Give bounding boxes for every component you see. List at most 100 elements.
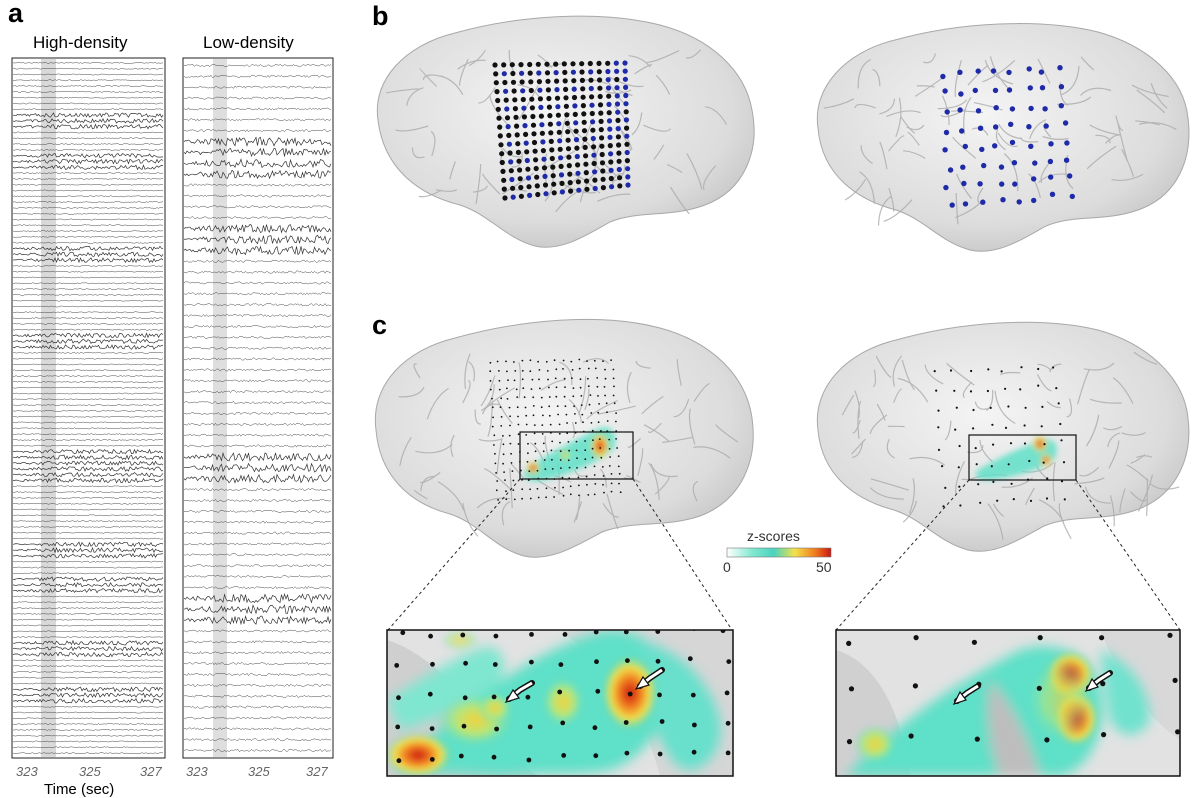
electrode bbox=[597, 77, 603, 83]
eeg-trace bbox=[12, 740, 164, 743]
electrode bbox=[623, 630, 629, 635]
electrode bbox=[527, 452, 529, 455]
electrode bbox=[558, 155, 564, 161]
electrode bbox=[594, 782, 599, 787]
electrode bbox=[506, 132, 512, 138]
electrode bbox=[505, 124, 511, 130]
electrode bbox=[558, 423, 561, 426]
electrode bbox=[580, 395, 583, 397]
electrode bbox=[1045, 497, 1049, 500]
electrode bbox=[617, 455, 620, 458]
eeg-trace bbox=[12, 723, 164, 725]
electrode bbox=[502, 79, 508, 86]
eeg-trace bbox=[12, 576, 164, 582]
eeg-trace bbox=[12, 460, 164, 466]
eeg-trace bbox=[12, 276, 164, 279]
low-density-traces bbox=[183, 64, 332, 753]
electrode bbox=[514, 370, 517, 372]
electrode bbox=[512, 489, 515, 491]
eeg-trace bbox=[12, 131, 164, 134]
electrode bbox=[606, 101, 612, 107]
electrode bbox=[1099, 635, 1105, 641]
electrode bbox=[595, 688, 601, 694]
electrode bbox=[527, 192, 533, 198]
electrode bbox=[599, 135, 605, 141]
electrode bbox=[961, 180, 967, 187]
electrode bbox=[551, 458, 553, 461]
electrode bbox=[992, 87, 999, 94]
electrode bbox=[998, 164, 1005, 170]
electrode bbox=[498, 379, 501, 382]
electrode bbox=[1043, 443, 1046, 446]
electrode bbox=[958, 485, 961, 488]
electrode bbox=[1062, 120, 1069, 126]
electrode bbox=[1028, 143, 1034, 149]
electrode bbox=[959, 128, 965, 134]
eeg-trace bbox=[12, 85, 164, 87]
brain-b-left bbox=[376, 15, 755, 248]
electrode bbox=[587, 494, 590, 496]
electrode bbox=[518, 193, 525, 199]
electrode bbox=[942, 88, 948, 94]
electrode bbox=[521, 369, 524, 372]
electrode bbox=[548, 405, 551, 408]
electrode bbox=[579, 77, 586, 83]
electrode bbox=[524, 157, 530, 164]
eeg-trace bbox=[12, 236, 164, 238]
electrode bbox=[545, 360, 548, 363]
electrode bbox=[993, 124, 999, 130]
electrode bbox=[1046, 477, 1049, 480]
electrode bbox=[605, 68, 611, 75]
electrode bbox=[527, 442, 529, 445]
electrode bbox=[980, 199, 986, 205]
electrode bbox=[610, 473, 613, 475]
eeg-trace bbox=[183, 335, 332, 339]
electrode bbox=[522, 387, 525, 390]
electrode bbox=[590, 127, 596, 133]
electrode bbox=[555, 104, 561, 110]
electrode bbox=[593, 465, 596, 468]
electrode bbox=[492, 785, 497, 790]
electrode bbox=[557, 689, 563, 695]
electrode bbox=[576, 457, 578, 460]
electrode bbox=[971, 639, 978, 645]
electrode bbox=[977, 125, 984, 131]
electrode bbox=[657, 692, 662, 698]
electrode bbox=[534, 183, 540, 189]
electrode bbox=[551, 190, 557, 196]
electrode bbox=[908, 733, 914, 739]
electrode bbox=[529, 105, 536, 111]
electrode bbox=[529, 370, 532, 373]
electrode bbox=[617, 175, 623, 181]
electrode bbox=[1026, 66, 1032, 72]
electrode bbox=[429, 757, 435, 762]
eeg-trace bbox=[12, 195, 164, 198]
electrode bbox=[589, 110, 595, 117]
electrode bbox=[548, 396, 551, 398]
electrode bbox=[549, 147, 555, 153]
electrode bbox=[937, 448, 941, 451]
electrode bbox=[557, 138, 563, 144]
eeg-trace bbox=[13, 553, 164, 559]
electrode bbox=[513, 379, 516, 382]
electrode bbox=[1037, 786, 1042, 791]
electrode bbox=[974, 781, 979, 786]
electrode bbox=[1052, 366, 1055, 369]
electrode bbox=[541, 156, 547, 162]
electrode bbox=[529, 632, 534, 637]
electrode bbox=[572, 395, 575, 398]
electrode bbox=[954, 428, 957, 431]
electrode bbox=[607, 134, 613, 140]
electrode bbox=[1042, 106, 1048, 112]
electrode bbox=[550, 164, 556, 170]
eeg-trace bbox=[183, 640, 332, 644]
electrode bbox=[547, 121, 554, 127]
electrode bbox=[553, 61, 559, 67]
electrode bbox=[537, 360, 539, 363]
eeg-trace bbox=[183, 223, 332, 234]
electrode bbox=[593, 359, 596, 362]
eeg-trace bbox=[183, 136, 332, 147]
electrode bbox=[591, 152, 597, 158]
electrode bbox=[503, 97, 509, 103]
electrode bbox=[509, 185, 516, 191]
